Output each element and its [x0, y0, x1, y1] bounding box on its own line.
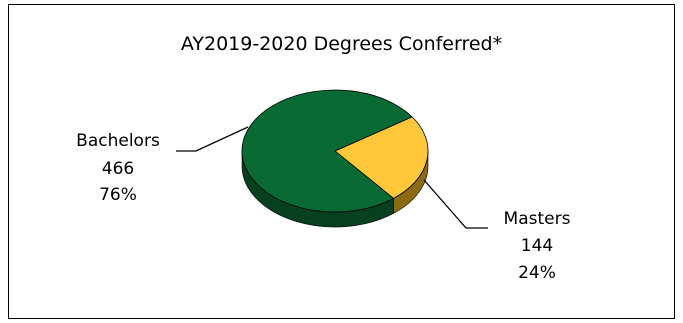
- masters-value: 144: [521, 236, 553, 256]
- masters-leader-line: [423, 179, 488, 229]
- bachelors-percent: 76%: [99, 185, 137, 205]
- pie-layer: [241, 89, 429, 228]
- bachelors-value: 466: [102, 159, 134, 179]
- bachelors-slice: [241, 89, 413, 213]
- bachelors-label: Bachelors: [76, 131, 160, 151]
- masters-label: Masters: [504, 209, 571, 229]
- masters-slice: [334, 116, 429, 199]
- chart-title: AY2019-2020 Degrees Conferred*: [180, 33, 503, 55]
- masters-percent: 24%: [518, 263, 556, 283]
- bachelors-leader-line: [176, 126, 249, 152]
